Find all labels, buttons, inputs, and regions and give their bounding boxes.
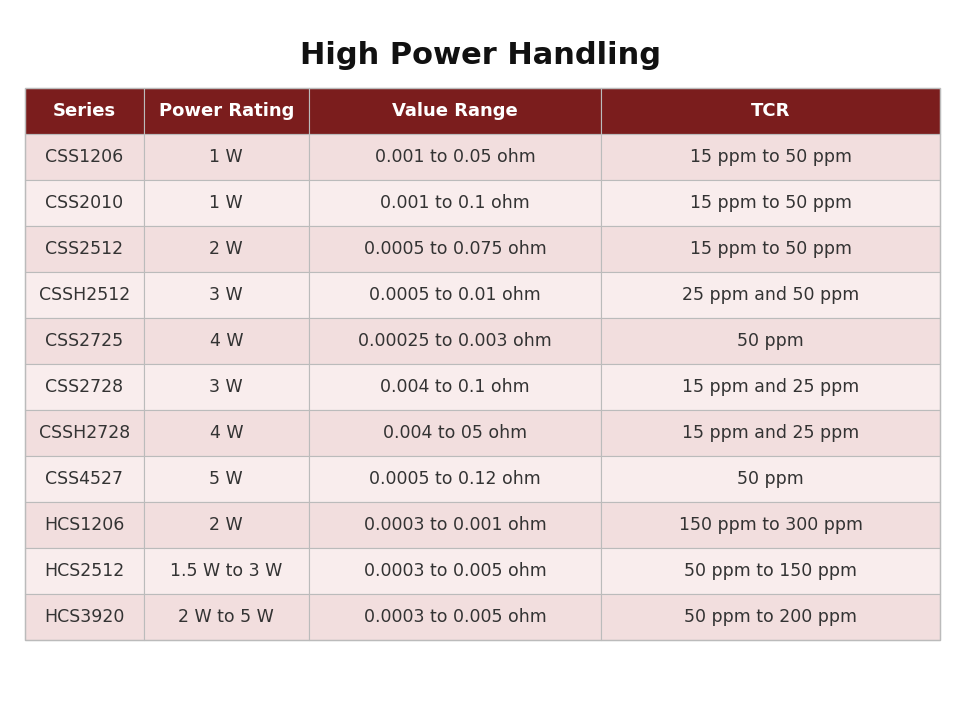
Bar [144, 88, 309, 134]
Text: High Power Handling: High Power Handling [300, 40, 660, 70]
Bar [602, 134, 940, 180]
Bar [309, 272, 602, 318]
Bar [144, 134, 309, 180]
Text: CSS4527: CSS4527 [45, 470, 124, 488]
Bar [144, 502, 309, 548]
Bar [309, 502, 602, 548]
Text: CSS1206: CSS1206 [45, 148, 124, 166]
Text: CSSH2728: CSSH2728 [38, 424, 131, 442]
Bar [144, 272, 309, 318]
Text: CSS2010: CSS2010 [45, 194, 124, 212]
Text: 1 W: 1 W [209, 194, 243, 212]
Bar [602, 364, 940, 410]
Text: 0.0003 to 0.005 ohm: 0.0003 to 0.005 ohm [364, 608, 546, 626]
Text: 4 W: 4 W [209, 332, 243, 350]
Bar [602, 88, 940, 134]
Bar [602, 456, 940, 502]
Bar [602, 272, 940, 318]
Text: 50 ppm: 50 ppm [737, 470, 804, 488]
Text: 0.00025 to 0.003 ohm: 0.00025 to 0.003 ohm [358, 332, 552, 350]
Bar [309, 318, 602, 364]
Text: 2 W to 5 W: 2 W to 5 W [179, 608, 275, 626]
Text: HCS2512: HCS2512 [44, 562, 125, 580]
Bar [25, 180, 144, 226]
Text: Value Range: Value Range [393, 102, 518, 120]
Bar [25, 88, 144, 134]
Text: 0.001 to 0.1 ohm: 0.001 to 0.1 ohm [380, 194, 530, 212]
Text: 15 ppm to 50 ppm: 15 ppm to 50 ppm [689, 194, 852, 212]
Text: 15 ppm to 50 ppm: 15 ppm to 50 ppm [689, 148, 852, 166]
Text: 0.001 to 0.05 ohm: 0.001 to 0.05 ohm [374, 148, 536, 166]
Bar [144, 226, 309, 272]
Text: 0.0005 to 0.01 ohm: 0.0005 to 0.01 ohm [370, 286, 540, 304]
Text: Series: Series [53, 102, 116, 120]
Text: 0.004 to 0.1 ohm: 0.004 to 0.1 ohm [380, 378, 530, 396]
Bar [309, 594, 602, 640]
Bar [25, 594, 144, 640]
Bar [309, 88, 602, 134]
Text: 15 ppm and 25 ppm: 15 ppm and 25 ppm [683, 424, 859, 442]
Text: 3 W: 3 W [209, 378, 243, 396]
Text: CSS2512: CSS2512 [45, 240, 124, 258]
Bar [309, 134, 602, 180]
Bar [25, 410, 144, 456]
Bar [602, 226, 940, 272]
Bar [144, 456, 309, 502]
Bar [602, 502, 940, 548]
Text: CSS2728: CSS2728 [45, 378, 124, 396]
Bar [25, 134, 144, 180]
Text: 2 W: 2 W [209, 240, 243, 258]
Bar [309, 364, 602, 410]
Text: CSSH2512: CSSH2512 [38, 286, 131, 304]
Text: 0.0005 to 0.075 ohm: 0.0005 to 0.075 ohm [364, 240, 546, 258]
Bar [25, 272, 144, 318]
Bar [309, 456, 602, 502]
Text: 50 ppm: 50 ppm [737, 332, 804, 350]
Bar [309, 410, 602, 456]
Bar [25, 548, 144, 594]
Text: 15 ppm to 50 ppm: 15 ppm to 50 ppm [689, 240, 852, 258]
Bar [144, 548, 309, 594]
Text: HCS1206: HCS1206 [44, 516, 125, 534]
Text: 150 ppm to 300 ppm: 150 ppm to 300 ppm [679, 516, 863, 534]
Bar [25, 318, 144, 364]
Text: 50 ppm to 150 ppm: 50 ppm to 150 ppm [684, 562, 857, 580]
Bar [144, 318, 309, 364]
Text: 0.0003 to 0.005 ohm: 0.0003 to 0.005 ohm [364, 562, 546, 580]
Bar [25, 226, 144, 272]
Bar [144, 410, 309, 456]
Bar [25, 456, 144, 502]
Bar [309, 180, 602, 226]
Text: 1.5 W to 3 W: 1.5 W to 3 W [170, 562, 282, 580]
Bar [144, 180, 309, 226]
Bar [602, 318, 940, 364]
Bar [602, 548, 940, 594]
Text: 0.004 to 05 ohm: 0.004 to 05 ohm [383, 424, 527, 442]
Text: 1 W: 1 W [209, 148, 243, 166]
Bar [602, 594, 940, 640]
Bar [25, 88, 940, 640]
Text: 0.0005 to 0.12 ohm: 0.0005 to 0.12 ohm [370, 470, 540, 488]
Text: HCS3920: HCS3920 [44, 608, 125, 626]
Text: Power Rating: Power Rating [158, 102, 294, 120]
Bar [602, 410, 940, 456]
Bar [25, 502, 144, 548]
Text: 2 W: 2 W [209, 516, 243, 534]
Text: 15 ppm and 25 ppm: 15 ppm and 25 ppm [683, 378, 859, 396]
Text: CSS2725: CSS2725 [45, 332, 124, 350]
Text: 0.0003 to 0.001 ohm: 0.0003 to 0.001 ohm [364, 516, 546, 534]
Bar [602, 180, 940, 226]
Text: 50 ppm to 200 ppm: 50 ppm to 200 ppm [684, 608, 857, 626]
Bar [309, 226, 602, 272]
Bar [309, 548, 602, 594]
Text: 25 ppm and 50 ppm: 25 ppm and 50 ppm [683, 286, 859, 304]
Text: 3 W: 3 W [209, 286, 243, 304]
Text: TCR: TCR [751, 102, 790, 120]
Text: 5 W: 5 W [209, 470, 243, 488]
Text: 4 W: 4 W [209, 424, 243, 442]
Bar [144, 594, 309, 640]
Bar [144, 364, 309, 410]
Bar [25, 364, 144, 410]
